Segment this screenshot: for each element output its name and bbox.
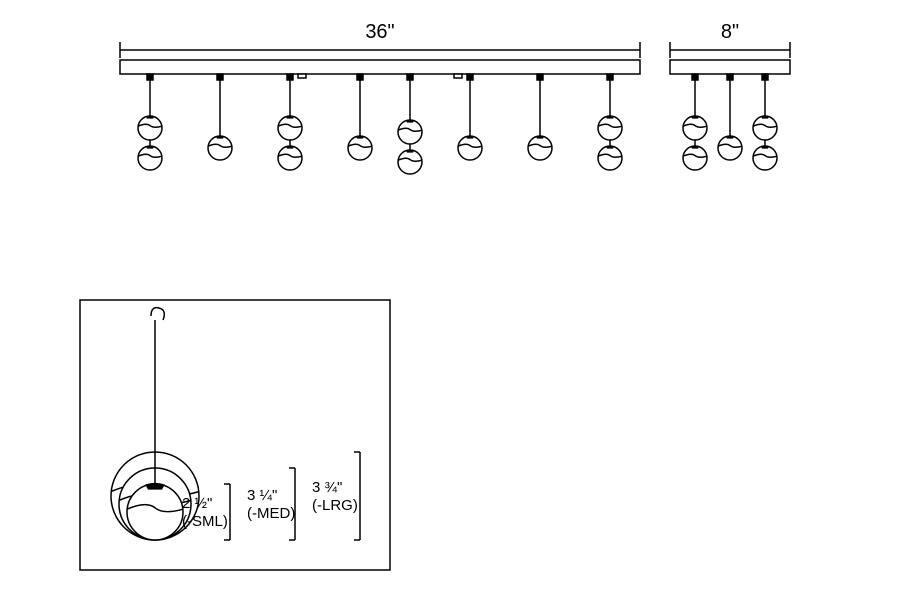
main-fixture-pendant-0 bbox=[138, 74, 162, 170]
main-fixture-pendant-6 bbox=[528, 74, 552, 160]
size-value: 3 ¾" bbox=[312, 479, 342, 496]
svg-text:8": 8" bbox=[721, 21, 739, 43]
size-code: (-MED) bbox=[247, 505, 295, 522]
size-value: 2 ½" bbox=[182, 495, 212, 512]
detail-panel: 2 ½"(-SML) 3 ¼"(-MED) 3 ¾"(-LRG) bbox=[80, 300, 390, 570]
main-fixture-pendant-5 bbox=[458, 74, 482, 160]
size-code: (-SML) bbox=[182, 513, 228, 530]
main-fixture-pendant-4 bbox=[398, 74, 422, 174]
main-fixture-pendant-2 bbox=[278, 74, 302, 170]
main-fixture-pendant-1 bbox=[208, 74, 232, 160]
main-fixture: 36" bbox=[120, 21, 640, 174]
size-bracket-1: 3 ¼"(-MED) bbox=[247, 468, 295, 540]
side-fixture-pendant-0 bbox=[683, 74, 707, 170]
side-fixture-pendant-1 bbox=[718, 74, 742, 160]
side-fixture-pendant-2 bbox=[753, 74, 777, 170]
main-fixture-pendant-3 bbox=[348, 74, 372, 160]
side-fixture: 8" bbox=[670, 21, 790, 170]
size-bracket-2: 3 ¾"(-LRG) bbox=[312, 452, 360, 540]
main-fixture-pendant-7 bbox=[598, 74, 622, 170]
size-code: (-LRG) bbox=[312, 497, 358, 514]
svg-text:36": 36" bbox=[365, 21, 394, 43]
size-value: 3 ¼" bbox=[247, 487, 277, 504]
